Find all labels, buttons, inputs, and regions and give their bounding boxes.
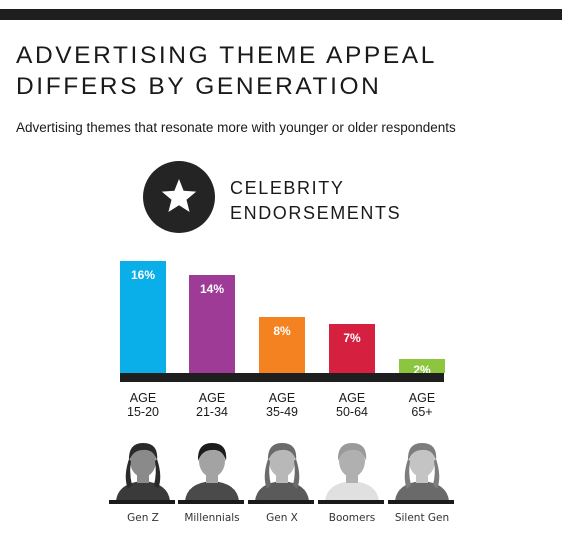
portrait-underline-4	[318, 500, 384, 504]
x-tick-age-word: AGE	[408, 391, 436, 405]
theme-title: CELEBRITY ENDORSEMENTS	[230, 176, 401, 226]
x-tick-label-3: AGE 35-49	[247, 391, 317, 419]
generation-label-4: Boomers	[328, 512, 376, 524]
x-tick-age-word: AGE	[338, 391, 366, 405]
bar-4	[329, 324, 375, 373]
page-title: ADVERTISING THEME APPEAL DIFFERS BY GENE…	[16, 42, 437, 100]
x-tick-age-word: AGE	[129, 391, 157, 405]
portrait-1	[108, 437, 178, 501]
page-subtitle: Advertising themes that resonate more wi…	[16, 120, 456, 135]
generation-label-5: Silent Gen	[394, 512, 450, 524]
x-tick-age-range: 35-49	[266, 405, 298, 419]
x-tick-age-range: 21-34	[196, 405, 228, 419]
bar-value-label-2: 14%	[200, 282, 224, 296]
star-icon	[161, 179, 197, 212]
x-tick-age-range: 50-64	[336, 405, 368, 419]
generation-label-1: Gen Z	[127, 512, 159, 524]
bar-value-label-4: 7%	[343, 331, 361, 345]
portrait-4	[317, 437, 387, 501]
bar-1	[120, 261, 166, 373]
portrait-2	[177, 437, 247, 501]
x-tick-label-2: AGE 21-34	[177, 391, 247, 419]
generation-label-3: Gen X	[266, 512, 298, 524]
bar-5	[399, 359, 445, 373]
portrait-underline-2	[178, 500, 244, 504]
top-rule	[0, 9, 562, 20]
theme-title-line1: CELEBRITY	[230, 178, 345, 198]
x-axis-bar	[120, 373, 444, 382]
x-tick-age-range: 65+	[411, 405, 433, 419]
bar-2	[189, 275, 235, 373]
portrait-underline-1	[109, 500, 175, 504]
theme-title-line2: ENDORSEMENTS	[230, 203, 402, 223]
x-tick-label-4: AGE 50-64	[317, 391, 387, 419]
portrait-underline-5	[388, 500, 454, 504]
portrait-5	[387, 437, 457, 501]
portrait-3	[247, 437, 317, 501]
x-tick-age-word: AGE	[198, 391, 226, 405]
x-tick-age-range: 15-20	[127, 405, 159, 419]
bar-3	[259, 317, 305, 373]
x-tick-label-5: AGE 65+	[387, 391, 457, 419]
x-tick-label-1: AGE 15-20	[108, 391, 178, 419]
generation-label-2: Millennials	[184, 512, 240, 524]
theme-badge	[143, 161, 215, 233]
portrait-underline-3	[248, 500, 314, 504]
bar-value-label-3: 8%	[273, 324, 291, 338]
x-tick-age-word: AGE	[268, 391, 296, 405]
bar-value-label-1: 16%	[131, 268, 155, 282]
